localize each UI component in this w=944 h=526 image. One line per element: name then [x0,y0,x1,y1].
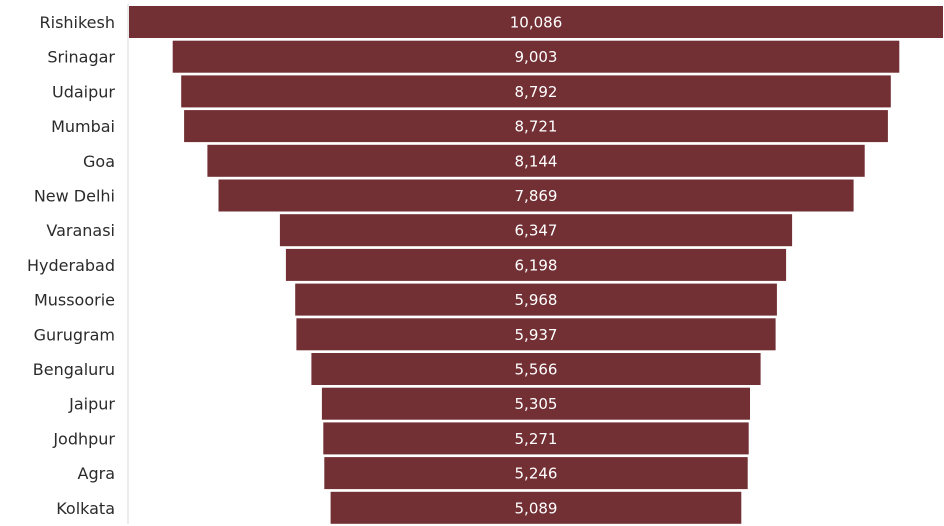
bar-jaipur [321,387,750,420]
bar-bengaluru [311,353,761,385]
value-label-goa: 8,144 [515,152,558,170]
bar-rishikesh [129,6,943,38]
bars-group [129,6,943,524]
bar-udaipur [181,75,891,108]
category-label-udaipur: Udaipur [52,82,115,101]
bar-srinagar [172,40,900,73]
value-label-mussoorie: 5,968 [515,291,558,309]
bar-jodhpur [323,422,749,455]
value-label-agra: 5,246 [515,465,558,483]
category-label-bengaluru: Bengaluru [33,360,115,379]
bar-mumbai [184,110,888,143]
category-label-hyderabad: Hyderabad [27,256,115,275]
bar-mussoorie [295,283,777,316]
value-label-varanasi: 6,347 [515,222,558,240]
bar-varanasi [279,214,793,247]
category-label-goa: Goa [83,152,115,171]
category-label-agra: Agra [78,464,115,483]
bar-hyderabad [285,248,787,281]
bar-gurugram [296,318,776,351]
value-labels-group: 10,086 9,003 8,792 8,721 8,144 7,869 6,347 6,19… [510,14,563,518]
category-labels-group: Rishikesh Srinagar Udaipur Mumbai Goa New Del… [27,13,115,518]
value-label-bengaluru: 5,566 [515,361,558,379]
bar-agra [324,457,748,490]
bar-kolkata [330,491,742,524]
category-label-kolkata: Kolkata [56,499,115,518]
category-label-varanasi: Varanasi [46,221,115,240]
value-label-kolkata: 5,089 [515,499,558,517]
category-label-mumbai: Mumbai [51,117,115,136]
value-label-udaipur: 8,792 [515,83,558,101]
value-label-gurugram: 5,937 [515,326,558,344]
value-label-mumbai: 8,721 [515,118,558,136]
category-label-gurugram: Gurugram [34,325,115,344]
category-label-jaipur: Jaipur [68,395,115,414]
bar-new-delhi [218,179,854,212]
value-label-hyderabad: 6,198 [515,256,558,274]
value-label-jaipur: 5,305 [515,395,558,413]
category-label-rishikesh: Rishikesh [40,13,116,32]
category-label-srinagar: Srinagar [47,48,115,67]
value-label-jodhpur: 5,271 [515,430,558,448]
category-label-jodhpur: Jodhpur [52,429,115,448]
category-label-new-delhi: New Delhi [34,187,115,206]
value-label-rishikesh: 10,086 [510,14,563,32]
bar-goa [207,144,865,177]
value-label-new-delhi: 7,869 [515,187,558,205]
category-label-mussoorie: Mussoorie [34,291,115,310]
value-label-srinagar: 9,003 [515,48,558,66]
